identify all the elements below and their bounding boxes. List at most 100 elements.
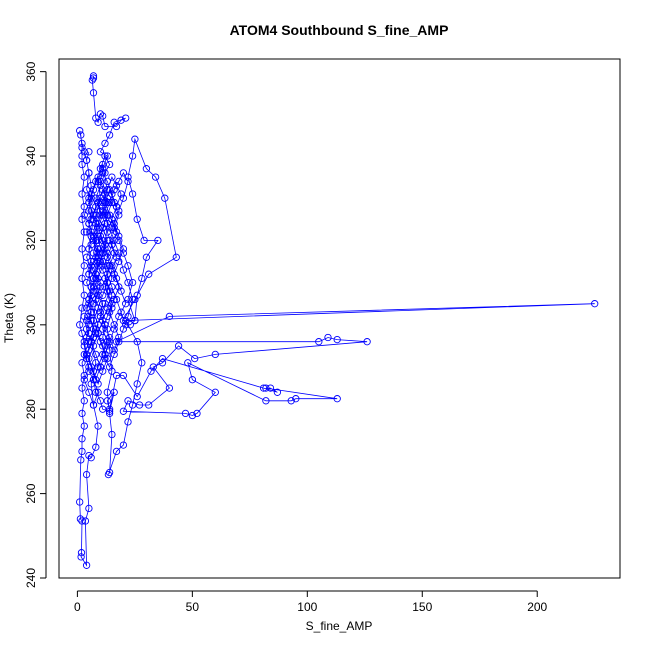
data-point — [94, 422, 102, 430]
data-point — [99, 236, 107, 245]
data-point — [92, 236, 100, 245]
data-point — [92, 194, 100, 202]
x-tick-label: 50 — [186, 600, 200, 614]
data-point — [96, 283, 105, 291]
data-point — [101, 321, 109, 329]
data-point — [87, 181, 95, 190]
data-point — [110, 346, 118, 354]
data-point — [174, 342, 183, 350]
data-point — [78, 329, 86, 337]
data-point — [110, 350, 118, 359]
data-point — [193, 409, 201, 418]
data-point — [112, 447, 121, 456]
data-point — [108, 283, 116, 291]
data-point — [92, 388, 100, 396]
data-point — [101, 139, 109, 148]
data-point — [87, 454, 95, 462]
data-point — [94, 245, 102, 253]
data-point — [99, 165, 107, 173]
data-point — [161, 194, 169, 202]
data-point — [184, 359, 192, 367]
data-point — [103, 249, 111, 257]
data-point — [105, 186, 114, 194]
data-point — [112, 181, 121, 190]
data-point — [262, 397, 270, 405]
y-axis: 240 260 280 300 320 340 360 — [24, 61, 47, 588]
data-point — [78, 190, 86, 198]
data-point — [158, 359, 167, 367]
data-point — [112, 203, 121, 211]
data-point — [85, 194, 93, 202]
data-point — [105, 262, 114, 270]
data-point — [76, 498, 84, 506]
data-point — [80, 148, 88, 156]
data-point — [87, 283, 95, 291]
data-point — [105, 198, 114, 207]
data-point — [96, 207, 105, 215]
data-point — [115, 338, 123, 346]
data-point — [105, 346, 114, 354]
data-point — [82, 228, 91, 236]
data-point — [85, 504, 93, 513]
data-point — [94, 388, 102, 396]
data-point — [112, 274, 121, 283]
data-point — [142, 253, 151, 261]
data-point — [96, 338, 105, 346]
data-point — [96, 363, 105, 371]
x-axis: 0 50 100 150 200 — [74, 590, 548, 614]
data-point — [85, 207, 93, 215]
data-point — [99, 257, 107, 266]
data-point — [78, 160, 86, 169]
data-point — [133, 380, 141, 388]
data-point — [87, 316, 95, 325]
data-point — [96, 211, 105, 219]
data-point — [119, 407, 128, 415]
data-point — [85, 219, 93, 228]
data-point — [99, 203, 107, 211]
data-point — [99, 198, 107, 207]
data-point — [117, 308, 125, 316]
data-point — [101, 169, 109, 177]
data-point — [363, 338, 371, 346]
data-point — [80, 173, 88, 181]
data-point — [138, 274, 146, 283]
data-point — [99, 291, 107, 299]
data-series — [76, 72, 599, 569]
data-point — [110, 325, 118, 333]
data-point — [105, 224, 114, 232]
data-point — [131, 316, 139, 325]
data-point — [101, 219, 109, 228]
data-point — [99, 224, 107, 232]
data-point — [112, 371, 121, 380]
data-point — [266, 384, 275, 392]
data-point — [80, 397, 88, 405]
data-point — [92, 329, 100, 337]
data-point — [96, 278, 105, 287]
data-point — [92, 325, 100, 333]
data-point — [124, 278, 132, 287]
data-point — [133, 338, 141, 346]
data-point — [82, 316, 91, 325]
data-point — [133, 392, 141, 401]
data-point — [119, 266, 128, 274]
data-point — [89, 367, 98, 375]
data-point — [103, 186, 111, 194]
data-point — [103, 342, 111, 350]
data-point — [89, 186, 98, 194]
data-point — [115, 211, 123, 219]
data-point — [92, 114, 100, 122]
data-point — [87, 308, 95, 316]
data-point — [96, 245, 105, 253]
data-point — [94, 253, 102, 261]
data-point — [89, 72, 98, 80]
data-point — [108, 430, 116, 439]
y-tick-label: 280 — [24, 399, 38, 419]
data-point — [89, 283, 98, 291]
data-point — [80, 262, 88, 270]
data-point — [110, 388, 118, 396]
data-point — [124, 262, 132, 270]
data-point — [101, 350, 109, 359]
data-point — [145, 270, 153, 278]
data-point — [99, 405, 107, 413]
data-point — [133, 215, 141, 223]
